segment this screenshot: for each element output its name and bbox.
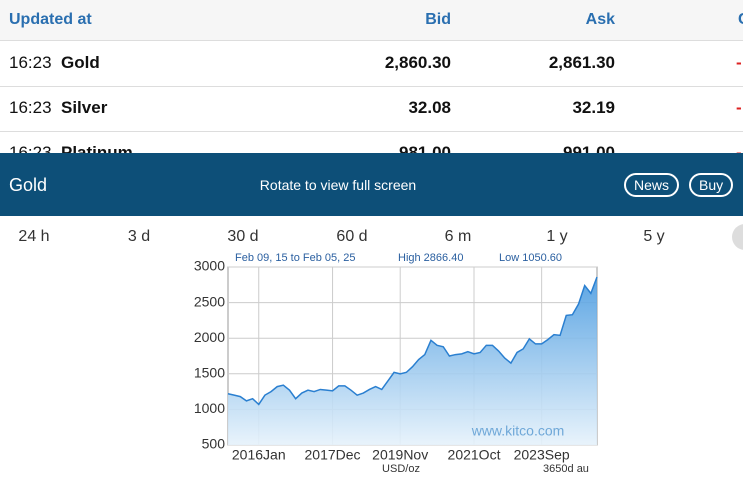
bid: 2,860.30 <box>384 53 451 72</box>
x-tick-label: 2016Jan <box>232 447 286 463</box>
buy-button[interactable]: Buy <box>689 173 734 197</box>
range-tab[interactable]: 60 d <box>336 228 368 245</box>
unit-label: USD/oz <box>382 463 420 475</box>
x-tick-label: 2021Oct <box>448 447 501 463</box>
time: 16:23 <box>9 98 52 117</box>
change: - <box>736 53 742 72</box>
x-tick-label: 2023Sep <box>514 447 570 463</box>
time: 16:23 <box>9 53 52 72</box>
range-tab[interactable]: 30 d <box>227 228 259 245</box>
y-tick-label: 1000 <box>194 400 225 416</box>
x-tick-label: 2017Dec <box>305 447 361 463</box>
watermark: www.kitco.com <box>471 423 565 439</box>
change: - <box>736 98 742 117</box>
column-header: Updated at <box>9 11 92 28</box>
news-button[interactable]: News <box>624 173 680 197</box>
metal: Silver <box>61 98 108 117</box>
rotate-hint: Rotate to view full screen <box>259 177 417 193</box>
area <box>228 276 597 445</box>
date-range: Feb 09, 15 to Feb 05, 25 <box>235 252 355 264</box>
range-tab[interactable]: 3 d <box>127 228 151 245</box>
change: - <box>736 143 742 163</box>
column-header: Change <box>738 11 743 29</box>
low-label: Low 1050.60 <box>499 252 562 264</box>
table-row[interactable]: 16:23 Silver 32.08 32.19 - <box>0 86 743 132</box>
range-tab[interactable]: 24 h <box>18 228 50 245</box>
y-tick-label: 2500 <box>194 293 225 309</box>
span-label: 3650d au <box>543 463 589 475</box>
banner: Gold Rotate to view full screen News Buy <box>0 153 743 216</box>
range-tab[interactable]: 5 y <box>643 228 665 245</box>
bid: 32.08 <box>408 98 451 117</box>
line <box>227 276 598 406</box>
table-header <box>0 0 743 41</box>
y-tick-label: 2000 <box>194 329 225 345</box>
table-row[interactable]: 16:23 Gold 2,860.30 2,861.30 - <box>0 41 743 87</box>
y-tick-label: 3000 <box>194 258 225 274</box>
ask: 32.19 <box>572 98 615 117</box>
metal: Gold <box>61 53 100 72</box>
range-tab[interactable]: 6 m <box>444 228 472 245</box>
high-label: High 2866.40 <box>398 252 463 264</box>
y-tick-label: 500 <box>202 436 226 452</box>
y-tick-label: 1500 <box>194 365 225 381</box>
column-header: Bid <box>425 11 451 28</box>
column-header: Ask <box>585 11 615 28</box>
ask: 2,861.30 <box>548 53 615 72</box>
tab-scroll[interactable] <box>732 224 743 250</box>
x-tick-label: 2019Nov <box>372 447 428 463</box>
range-tab[interactable]: 1 y <box>546 228 568 245</box>
banner-title: Gold <box>9 175 48 195</box>
